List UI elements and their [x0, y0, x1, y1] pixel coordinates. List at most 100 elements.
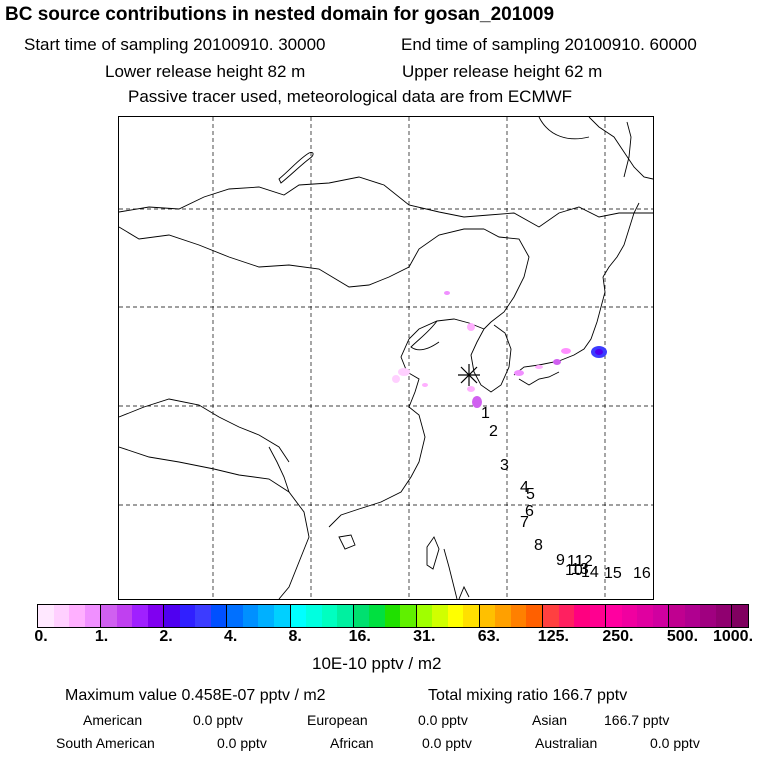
traj-label-1: 1 — [481, 405, 490, 422]
colorbar-segment — [732, 605, 748, 627]
colorbar-unit: 10E-10 pptv / m2 — [312, 654, 442, 673]
african-label: African — [330, 735, 374, 751]
asterisk-icon — [458, 364, 480, 386]
colorbar-segment — [558, 605, 575, 627]
colorbar-segment — [132, 605, 148, 627]
colorbar-segment — [227, 605, 243, 627]
traj-label-9: 9 — [556, 552, 565, 569]
colorbar-tick-label: 63. — [477, 628, 500, 645]
colorbar-segment — [116, 605, 133, 627]
lower-release-height: Lower release height 82 m — [105, 62, 306, 81]
colorbar-tick-label: 4. — [223, 628, 238, 645]
colorbar-segment — [384, 605, 401, 627]
colorbar-segment — [637, 605, 653, 627]
colorbar-tick-label: 2. — [159, 628, 173, 645]
colorbar-segment — [684, 605, 701, 627]
colorbar-segment — [621, 605, 638, 627]
colorbar-tick-label: 500. — [666, 628, 699, 645]
traj-label-16: 16 — [633, 565, 651, 582]
upper-release-height: Upper release height 62 m — [402, 62, 603, 81]
map-svg: 1 2 3 4 5 6 7 8 9 10 11 12 13 14 15 16 — [118, 116, 654, 600]
colorbar-segment — [416, 605, 433, 627]
colorbar-segment — [147, 605, 165, 627]
colorbar-segment — [606, 605, 622, 627]
traj-label-8: 8 — [534, 537, 543, 554]
traj-label-4: 4 — [520, 479, 529, 496]
colorbar-segment — [715, 605, 733, 627]
footprint-patches — [392, 291, 607, 408]
map-title: BC source contributions in nested domain… — [5, 4, 555, 25]
colorbar-segment — [164, 605, 180, 627]
colorbar-segment — [589, 605, 607, 627]
colorbar-segment — [526, 605, 543, 627]
traj-label-13: 13 — [571, 561, 589, 578]
colorbar-segment — [510, 605, 527, 627]
colorbar-segment — [432, 605, 448, 627]
colorbar-segment — [69, 605, 85, 627]
colorbar-segment — [700, 605, 716, 627]
trajectory-labels: 1 2 3 4 5 6 7 8 9 10 11 12 13 14 15 16 — [481, 405, 651, 582]
graticule — [119, 117, 653, 599]
colorbar-segment — [369, 605, 385, 627]
colorbar-segment — [38, 605, 54, 627]
colorbar-segment — [495, 605, 511, 627]
traj-label-15: 15 — [604, 565, 622, 582]
start-time: Start time of sampling 20100910. 30000 — [24, 35, 326, 54]
colorbar-segment — [543, 605, 559, 627]
colorbar-segment — [353, 605, 370, 627]
total-mixing-ratio: Total mixing ratio 166.7 pptv — [428, 687, 628, 704]
colorbar-segment — [53, 605, 70, 627]
asian-value: 166.7 pptv — [604, 712, 670, 728]
colorbar-segment — [479, 605, 496, 627]
colorbar-segment — [210, 605, 228, 627]
traj-label-10: 10 — [565, 562, 583, 579]
traj-label-3: 3 — [500, 457, 509, 474]
colorbar-tick-label: 1000. — [712, 628, 754, 645]
european-value: 0.0 pptv — [418, 712, 468, 728]
colorbar-segment — [179, 605, 196, 627]
traj-label-6: 6 — [525, 503, 534, 520]
traj-label-2: 2 — [489, 423, 498, 440]
colorbar-segment — [652, 605, 670, 627]
colorbar-tick-label: 0. — [34, 628, 48, 645]
colorbar-tick-label: 31. — [413, 628, 436, 645]
colorbar-segment — [447, 605, 464, 627]
coastlines — [118, 116, 654, 600]
traj-label-5: 5 — [526, 486, 535, 503]
colorbar — [37, 604, 749, 628]
map-panel: 1 2 3 4 5 6 7 8 9 10 11 12 13 14 15 16 — [118, 116, 654, 600]
traj-label-7: 7 — [520, 514, 529, 531]
colorbar-segment — [669, 605, 685, 627]
colorbar-tick-label: 250. — [602, 628, 634, 645]
colorbar-segment — [574, 605, 590, 627]
australian-label: Australian — [535, 735, 598, 751]
african-value: 0.0 pptv — [422, 735, 472, 751]
colorbar-segment — [101, 605, 117, 627]
end-time: End time of sampling 20100910. 60000 — [401, 35, 697, 54]
colorbar-segment — [337, 605, 354, 627]
colorbar-tick-label: 8. — [288, 628, 302, 645]
colorbar-segment — [84, 605, 102, 627]
asian-label: Asian — [532, 712, 568, 728]
colorbar-segment — [400, 605, 417, 627]
colorbar-tick-label: 125. — [537, 628, 569, 645]
colorbar-segment — [306, 605, 322, 627]
traj-label-11: 11 — [567, 553, 584, 570]
max-value: Maximum value 0.458E-07 pptv / m2 — [65, 687, 326, 704]
south-american-label: South American — [56, 735, 155, 751]
tracer-note: Passive tracer used, meteorological data… — [128, 87, 573, 106]
colorbar-segment — [258, 605, 274, 627]
traj-label-14: 14 — [581, 564, 599, 581]
traj-label-12: 12 — [575, 553, 593, 570]
colorbar-segment — [195, 605, 211, 627]
colorbar-tick-label: 1. — [94, 628, 109, 645]
colorbar-segment — [273, 605, 291, 627]
australian-value: 0.0 pptv — [650, 735, 700, 751]
colorbar-segment — [290, 605, 307, 627]
colorbar-tick-label: 16. — [348, 628, 371, 645]
european-label: European — [307, 712, 368, 728]
colorbar-segment — [321, 605, 338, 627]
south-american-value: 0.0 pptv — [217, 735, 267, 751]
american-label: American — [83, 712, 143, 728]
colorbar-segment — [242, 605, 259, 627]
